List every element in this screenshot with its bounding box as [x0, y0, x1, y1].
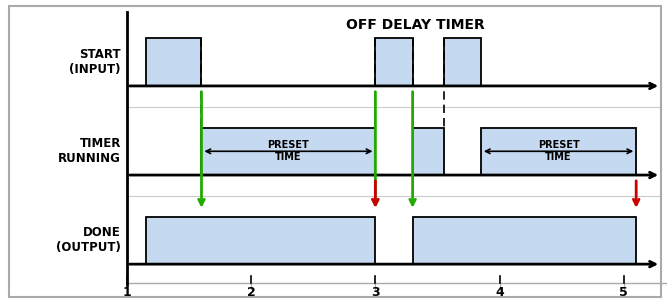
Bar	[413, 127, 444, 175]
Bar	[481, 127, 636, 175]
Text: PRESET
TIME: PRESET TIME	[267, 141, 310, 162]
Text: 4: 4	[495, 286, 504, 300]
Bar	[9, 6, 661, 297]
Bar	[413, 217, 636, 264]
Text: PRESET
TIME: PRESET TIME	[538, 141, 580, 162]
Bar	[145, 217, 375, 264]
Text: OFF DELAY TIMER: OFF DELAY TIMER	[346, 18, 485, 32]
Text: 1: 1	[123, 286, 131, 300]
Text: 2: 2	[247, 286, 255, 300]
Bar	[375, 38, 413, 86]
Text: TIMER
RUNNING: TIMER RUNNING	[58, 137, 121, 165]
Bar	[202, 127, 375, 175]
Text: 3: 3	[371, 286, 380, 300]
Bar	[145, 38, 202, 86]
Text: 5: 5	[619, 286, 628, 300]
Text: START
(INPUT): START (INPUT)	[69, 48, 121, 76]
Bar	[444, 38, 481, 86]
Text: DONE
(OUTPUT): DONE (OUTPUT)	[56, 226, 121, 254]
